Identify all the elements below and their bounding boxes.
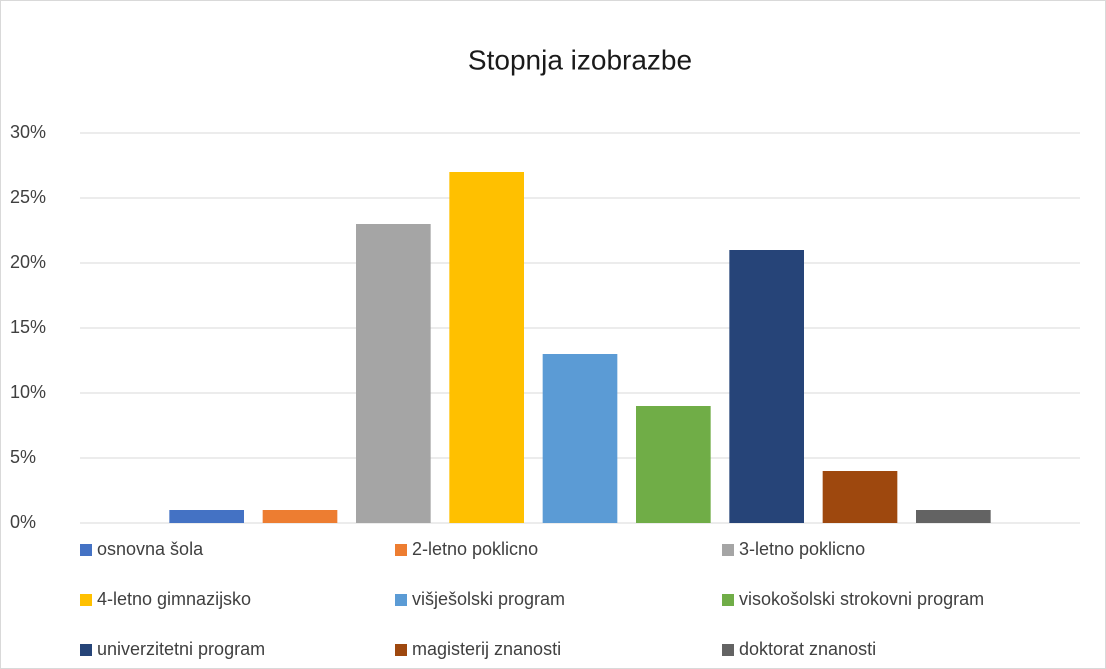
legend-label: univerzitetni program bbox=[97, 639, 265, 659]
legend-swatch bbox=[395, 644, 407, 656]
y-tick-label: 10% bbox=[10, 382, 46, 402]
y-tick-label: 0% bbox=[10, 512, 36, 532]
legend-swatch bbox=[80, 644, 92, 656]
legend-swatch bbox=[80, 544, 92, 556]
legend-label: visokošolski strokovni program bbox=[739, 589, 984, 609]
y-tick-label: 20% bbox=[10, 252, 46, 272]
bar bbox=[262, 510, 338, 523]
bar bbox=[449, 172, 524, 523]
bar bbox=[916, 510, 991, 523]
y-tick-label: 5% bbox=[10, 447, 36, 467]
legend-swatch bbox=[722, 644, 734, 656]
legend-label: 2-letno poklicno bbox=[412, 539, 538, 559]
y-tick-label: 30% bbox=[10, 122, 46, 142]
legend-swatch bbox=[395, 594, 407, 606]
bar bbox=[542, 354, 618, 523]
y-tick-label: 25% bbox=[10, 187, 46, 207]
legend-label: doktorat znanosti bbox=[739, 639, 876, 659]
bar bbox=[729, 250, 804, 523]
legend-swatch bbox=[722, 544, 734, 556]
y-tick-label: 15% bbox=[10, 317, 46, 337]
bar bbox=[822, 471, 898, 523]
legend-label: magisterij znanosti bbox=[412, 639, 561, 659]
legend-label: 4-letno gimnazijsko bbox=[97, 589, 251, 609]
legend-swatch bbox=[395, 544, 407, 556]
legend-swatch bbox=[80, 594, 92, 606]
bar bbox=[356, 224, 431, 523]
chart-title: Stopnja izobrazbe bbox=[468, 44, 692, 75]
bar bbox=[636, 406, 711, 523]
legend-label: 3-letno poklicno bbox=[739, 539, 865, 559]
bar bbox=[169, 510, 244, 523]
legend-swatch bbox=[722, 594, 734, 606]
legend-label: osnovna šola bbox=[97, 539, 204, 559]
legend-label: višješolski program bbox=[412, 589, 565, 609]
